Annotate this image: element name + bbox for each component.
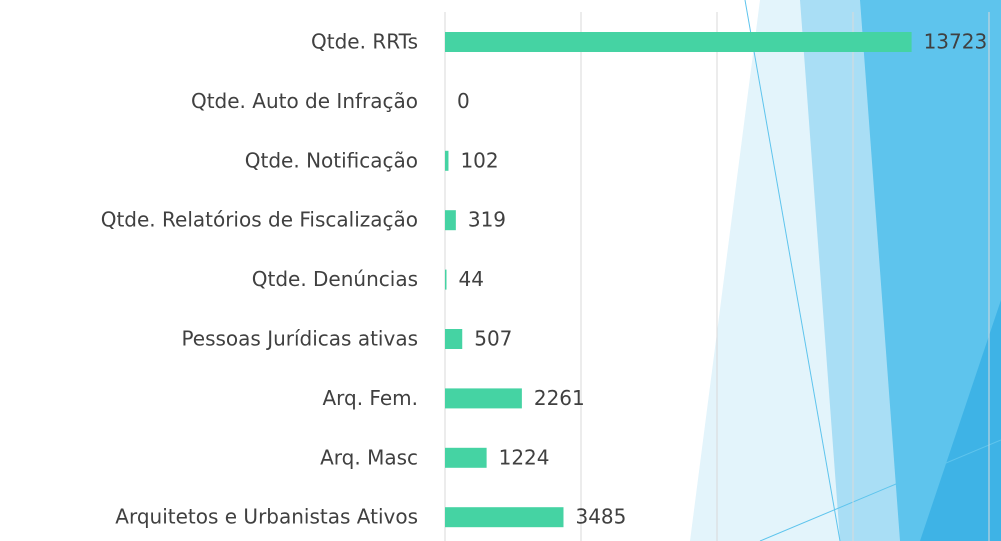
bar <box>445 270 446 290</box>
value-label: 44 <box>458 267 483 291</box>
bar <box>445 448 487 468</box>
value-label: 3485 <box>575 505 626 529</box>
category-label: Pessoas Jurídicas ativas <box>181 327 418 351</box>
category-label: Qtde. Auto de Infração <box>191 89 418 113</box>
chart: Qtde. RRTs 13723 Qtde. Auto de Infração 0 Qt… <box>0 0 1001 541</box>
bar <box>445 329 462 349</box>
category-label: Arquitetos e Urbanistas Ativos <box>115 505 418 529</box>
value-label: 1224 <box>499 445 550 469</box>
category-label: Qtde. Notificação <box>245 148 418 172</box>
value-label: 319 <box>468 208 506 232</box>
category-label: Arq. Masc <box>320 445 418 469</box>
bar <box>445 210 456 230</box>
value-label: 13723 <box>924 30 988 54</box>
value-label: 102 <box>460 148 498 172</box>
value-label: 0 <box>457 89 470 113</box>
value-label: 2261 <box>534 386 585 410</box>
category-label: Qtde. RRTs <box>311 30 418 54</box>
bar <box>445 507 563 527</box>
bar <box>445 388 522 408</box>
value-label: 507 <box>474 327 512 351</box>
background-decoration <box>690 0 1001 541</box>
bar <box>445 151 448 171</box>
category-label: Qtde. Denúncias <box>252 267 418 291</box>
category-label: Arq. Fem. <box>322 386 418 410</box>
category-label: Qtde. Relatórios de Fiscalização <box>101 208 418 232</box>
bar <box>445 32 912 52</box>
